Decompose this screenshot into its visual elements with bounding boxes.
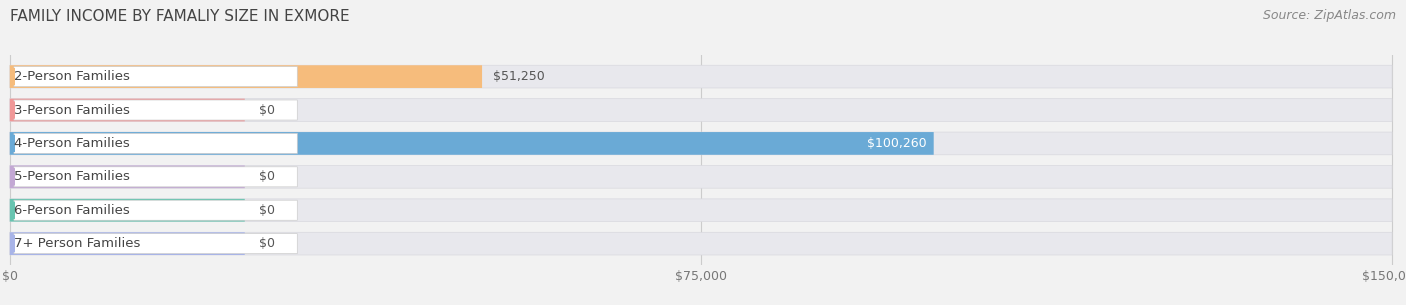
Text: 6-Person Families: 6-Person Families [14,204,129,217]
Text: $0: $0 [259,204,274,217]
FancyBboxPatch shape [10,99,1392,121]
FancyBboxPatch shape [14,133,297,153]
FancyBboxPatch shape [10,65,482,88]
Text: 3-Person Families: 3-Person Families [14,103,129,117]
Text: $0: $0 [259,103,274,117]
FancyBboxPatch shape [14,200,297,220]
FancyBboxPatch shape [10,132,1392,155]
FancyBboxPatch shape [14,234,297,254]
Text: $100,260: $100,260 [868,137,927,150]
Text: Source: ZipAtlas.com: Source: ZipAtlas.com [1263,9,1396,22]
Text: 5-Person Families: 5-Person Families [14,170,129,183]
FancyBboxPatch shape [14,66,297,87]
FancyBboxPatch shape [10,166,245,188]
FancyBboxPatch shape [10,65,1392,88]
Text: $51,250: $51,250 [494,70,546,83]
FancyBboxPatch shape [10,199,1392,222]
Text: 7+ Person Families: 7+ Person Families [14,237,141,250]
FancyBboxPatch shape [10,199,245,222]
Text: FAMILY INCOME BY FAMALIY SIZE IN EXMORE: FAMILY INCOME BY FAMALIY SIZE IN EXMORE [10,9,350,24]
FancyBboxPatch shape [14,100,297,120]
Text: 2-Person Families: 2-Person Families [14,70,129,83]
Text: $0: $0 [259,170,274,183]
FancyBboxPatch shape [10,99,245,121]
FancyBboxPatch shape [10,166,1392,188]
FancyBboxPatch shape [14,167,297,187]
Text: $0: $0 [259,237,274,250]
FancyBboxPatch shape [10,132,934,155]
FancyBboxPatch shape [10,232,245,255]
Text: 4-Person Families: 4-Person Families [14,137,129,150]
FancyBboxPatch shape [10,232,1392,255]
